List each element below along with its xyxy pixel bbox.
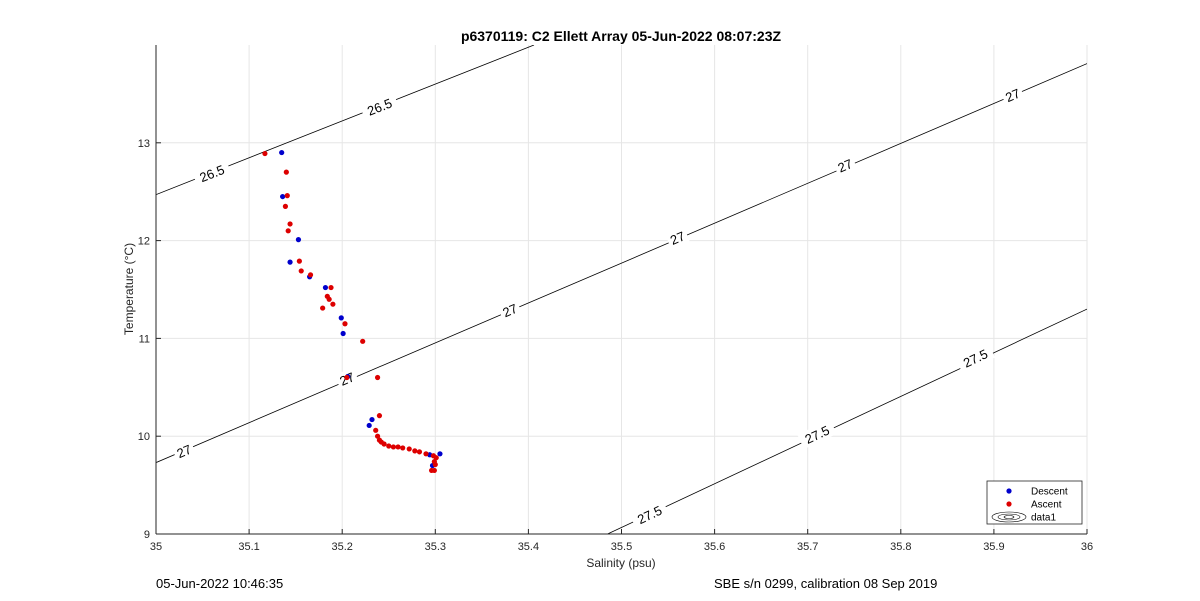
ascent-point-33 bbox=[433, 455, 439, 461]
x-tick-label-9: 35.9 bbox=[983, 541, 1004, 553]
contour-line-27 bbox=[156, 63, 1087, 463]
ascent-point-1 bbox=[283, 169, 289, 175]
ascent-point-13 bbox=[330, 301, 336, 307]
data-points bbox=[262, 149, 443, 474]
svg-text:27: 27 bbox=[500, 301, 519, 320]
descent-point-5 bbox=[322, 284, 329, 291]
ascent-point-9 bbox=[320, 305, 326, 311]
x-tick-label-3: 35.3 bbox=[425, 541, 446, 553]
footer-calibration: SBE s/n 0299, calibration 08 Sep 2019 bbox=[714, 576, 938, 591]
ascent-point-29 bbox=[412, 448, 418, 454]
ascent-point-23 bbox=[381, 441, 387, 447]
descent-point-7 bbox=[340, 330, 346, 337]
y-tick-label-2: 11 bbox=[139, 333, 150, 345]
svg-text:27: 27 bbox=[175, 442, 194, 461]
contour-label-0-0: 26.5 bbox=[192, 159, 232, 188]
contour-label-2-1: 27.5 bbox=[797, 419, 837, 450]
descent-point-10 bbox=[369, 416, 375, 423]
legend-label-2: data1 bbox=[1031, 513, 1056, 524]
x-tick-label-0: 35 bbox=[150, 541, 162, 553]
y-axis-label: Temperature (°C) bbox=[122, 243, 136, 335]
contour-label-1-0: 27 bbox=[171, 439, 197, 463]
descent-point-0 bbox=[279, 149, 285, 156]
x-tick-label-1: 35.1 bbox=[238, 541, 259, 553]
ascent-point-16 bbox=[374, 374, 381, 381]
x-tick-label-7: 35.7 bbox=[797, 541, 818, 553]
x-axis-label: Salinity (psu) bbox=[586, 556, 655, 570]
ascent-point-6 bbox=[296, 258, 302, 264]
descent-point-6 bbox=[338, 315, 344, 321]
svg-text:27: 27 bbox=[836, 156, 855, 175]
y-tick-label-0: 9 bbox=[144, 529, 150, 541]
svg-text:27: 27 bbox=[1003, 86, 1022, 105]
x-tick-label-10: 36 bbox=[1081, 541, 1093, 553]
ascent-point-24 bbox=[386, 443, 392, 449]
ascent-point-19 bbox=[373, 427, 379, 433]
ascent-point-18 bbox=[376, 413, 383, 419]
x-tick-label-4: 35.4 bbox=[518, 541, 539, 553]
legend: Descent Ascent data1 bbox=[986, 480, 1083, 525]
y-tick-label-4: 13 bbox=[138, 138, 150, 150]
ascent-point-14 bbox=[342, 321, 348, 327]
contour-label-2-2: 27.5 bbox=[955, 343, 995, 373]
ascent-point-31 bbox=[423, 451, 429, 457]
y-tick-label-1: 10 bbox=[138, 431, 150, 443]
grid-lines bbox=[155, 45, 1088, 535]
ascent-point-27 bbox=[400, 445, 406, 451]
y-tick-labels: 9 10 11 12 13 bbox=[138, 138, 150, 541]
ascent-point-25 bbox=[390, 444, 397, 450]
ascent-point-3 bbox=[282, 203, 289, 209]
descent-point-1 bbox=[280, 193, 286, 200]
ascent-point-0 bbox=[262, 150, 268, 157]
legend-marker-0 bbox=[1006, 488, 1012, 494]
svg-text:27: 27 bbox=[668, 228, 687, 247]
ascent-point-11 bbox=[326, 296, 332, 302]
descent-point-3 bbox=[295, 237, 302, 243]
ascent-point-2 bbox=[284, 193, 290, 199]
contour-label-1-2: 27 bbox=[497, 298, 523, 322]
axes bbox=[155, 45, 1088, 535]
ascent-point-5 bbox=[285, 228, 291, 234]
x-tick-label-8: 35.8 bbox=[890, 541, 911, 553]
ascent-point-35 bbox=[432, 461, 438, 468]
legend-label-1: Ascent bbox=[1031, 500, 1062, 511]
ascent-point-20 bbox=[374, 433, 381, 439]
legend-marker-1 bbox=[1006, 501, 1012, 507]
ascent-point-4 bbox=[287, 221, 293, 227]
ascent-point-28 bbox=[406, 446, 412, 452]
x-tick-labels: 35 35.1 35.2 35.3 35.4 35.5 35.6 35.7 35.8 35.9 36 bbox=[150, 541, 1093, 553]
x-tick-label-6: 35.6 bbox=[704, 541, 725, 553]
legend-label-0: Descent bbox=[1031, 487, 1068, 498]
contour-label-2-0: 27.5 bbox=[629, 499, 670, 530]
footer-timestamp: 05-Jun-2022 10:46:35 bbox=[156, 576, 284, 591]
contour-label-1-5: 27 bbox=[1000, 83, 1025, 107]
ascent-point-15 bbox=[360, 338, 366, 344]
contour-label-1-4: 27 bbox=[832, 154, 858, 177]
descent-point-2 bbox=[287, 259, 293, 265]
legend-box bbox=[986, 480, 1083, 525]
ascent-point-26 bbox=[395, 444, 401, 450]
ascent-point-12 bbox=[328, 284, 334, 291]
ascent-point-7 bbox=[298, 268, 304, 274]
ascent-point-17 bbox=[344, 374, 350, 381]
x-tick-label-2: 35.2 bbox=[331, 541, 352, 553]
y-tick-label-3: 12 bbox=[138, 236, 150, 248]
x-tick-label-5: 35.5 bbox=[611, 541, 632, 553]
ascent-point-37 bbox=[431, 467, 437, 474]
svg-text:26.5: 26.5 bbox=[365, 95, 394, 118]
ascent-point-8 bbox=[307, 272, 314, 278]
contour-line-27.5 bbox=[607, 308, 1087, 534]
svg-text:26.5: 26.5 bbox=[198, 162, 227, 185]
descent-point-9 bbox=[366, 422, 372, 429]
ascent-point-30 bbox=[416, 449, 423, 455]
contour-label-0-1: 26.5 bbox=[359, 92, 400, 121]
contour-label-1-3: 27 bbox=[665, 226, 690, 249]
descent-point-13 bbox=[437, 451, 443, 457]
legend-contour-icon bbox=[991, 511, 1027, 523]
chart-title: p6370119: C2 Ellett Array 05-Jun-2022 08… bbox=[461, 28, 782, 44]
density-contours: 26.526.527272727272727.527.527.5 bbox=[156, 45, 1087, 534]
